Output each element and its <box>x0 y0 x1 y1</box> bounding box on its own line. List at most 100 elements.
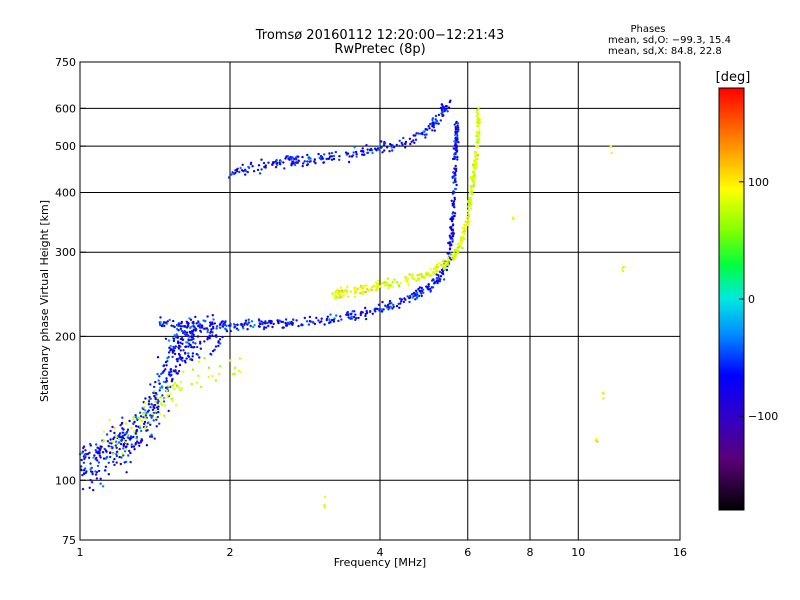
echo-point <box>142 422 146 426</box>
echo-point <box>610 151 613 155</box>
echo-point <box>361 287 365 290</box>
echo-point <box>188 330 192 333</box>
echo-point <box>425 273 428 276</box>
echo-point <box>454 164 457 168</box>
echo-point <box>170 324 173 327</box>
echo-point <box>168 373 171 376</box>
echo-point <box>92 488 95 492</box>
echo-point <box>344 151 348 154</box>
echo-point <box>459 236 462 239</box>
echo-point <box>456 137 459 141</box>
echo-point <box>381 300 384 304</box>
echo-point <box>346 152 350 155</box>
echo-point <box>125 448 128 451</box>
echo-point <box>454 134 458 137</box>
echo-point <box>218 326 222 329</box>
echo-point <box>453 196 456 199</box>
echo-point <box>321 157 325 160</box>
echo-point <box>109 446 112 450</box>
colorbar-label: [deg] <box>716 70 751 85</box>
echo-point <box>330 158 334 161</box>
echo-point <box>160 403 163 407</box>
echo-point <box>233 325 237 328</box>
echo-point <box>452 191 455 195</box>
echo-point <box>197 374 200 377</box>
echo-point <box>116 452 120 455</box>
echo-point <box>145 411 148 415</box>
echo-point <box>334 150 338 154</box>
echo-point <box>138 411 142 414</box>
echo-point <box>179 349 182 352</box>
y-tick-label: 75 <box>62 534 76 547</box>
echo-point <box>361 285 364 288</box>
echo-point <box>109 455 112 459</box>
echo-point <box>186 341 189 344</box>
echo-point <box>387 308 390 311</box>
echo-point <box>357 316 360 320</box>
echo-point <box>448 234 451 237</box>
echo-point <box>165 380 168 383</box>
echo-point <box>221 320 224 323</box>
echo-point <box>356 287 359 290</box>
echo-point <box>418 286 422 289</box>
echo-point <box>242 327 245 330</box>
echo-point <box>421 132 424 136</box>
echo-point <box>157 379 160 382</box>
echo-point <box>454 253 457 257</box>
echo-point <box>146 421 150 425</box>
echo-point <box>180 387 183 390</box>
echo-point <box>165 364 168 367</box>
echo-point <box>267 324 270 328</box>
echo-point <box>170 373 173 377</box>
echo-point <box>381 282 385 285</box>
echo-point <box>439 106 443 110</box>
echo-point <box>214 345 218 348</box>
y-tick-label: 300 <box>55 246 76 259</box>
echo-point <box>244 319 248 322</box>
echo-point <box>417 295 420 298</box>
echo-point <box>441 114 444 117</box>
echo-point <box>176 372 179 375</box>
echo-point <box>314 162 317 165</box>
echo-point <box>198 323 201 326</box>
echo-point <box>346 285 349 288</box>
echo-point <box>335 297 338 300</box>
echo-point <box>477 119 480 122</box>
echo-point <box>339 286 343 289</box>
echo-point <box>382 308 385 311</box>
echo-point <box>187 352 190 355</box>
echo-point <box>428 127 431 130</box>
echo-point <box>84 454 87 457</box>
echo-point <box>137 441 140 445</box>
echo-point <box>447 241 450 245</box>
echo-point <box>279 160 283 163</box>
echo-point <box>208 334 211 337</box>
echo-point <box>293 157 296 161</box>
echo-point <box>88 486 91 489</box>
echo-point <box>246 170 249 174</box>
echo-point <box>442 267 446 271</box>
echo-point <box>352 315 356 319</box>
echo-point <box>144 401 147 405</box>
echo-point <box>105 433 109 436</box>
echo-point <box>328 319 331 322</box>
echo-point <box>339 295 342 299</box>
echo-point <box>440 103 443 106</box>
echo-point <box>166 396 169 399</box>
echo-point <box>162 398 166 401</box>
echo-point <box>104 465 108 468</box>
echo-point <box>153 390 156 393</box>
echo-point <box>144 414 148 417</box>
echo-point <box>375 288 378 292</box>
echo-point <box>367 289 371 292</box>
echo-point <box>347 313 350 317</box>
echo-point <box>260 320 263 323</box>
echo-point <box>117 438 121 441</box>
echo-point <box>439 275 443 278</box>
echo-point <box>115 446 118 449</box>
echo-point <box>113 463 116 467</box>
echo-point <box>621 270 625 273</box>
echo-point <box>434 114 438 118</box>
echo-point <box>602 392 605 395</box>
echo-point <box>191 368 195 371</box>
